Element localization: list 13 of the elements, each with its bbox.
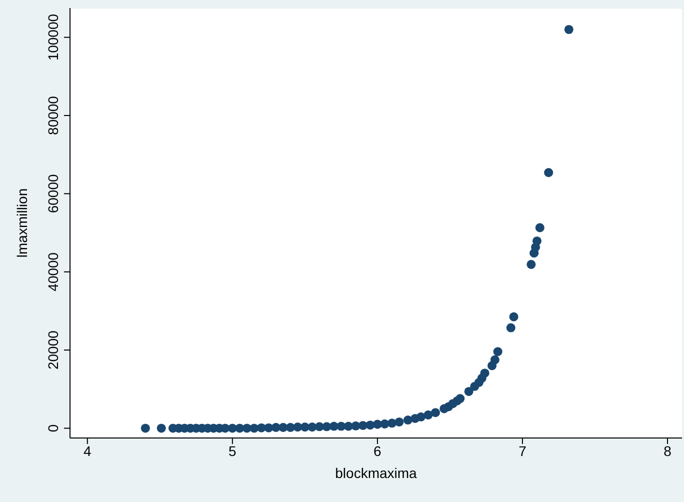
x-tick-label: 4	[84, 442, 92, 459]
y-tick-label: 20000	[45, 330, 61, 370]
y-tick-label: 100000	[45, 14, 61, 61]
y-tick-label: 40000	[45, 252, 61, 292]
y-tick-label: 0	[45, 424, 61, 432]
y-tick-label: 80000	[45, 96, 61, 135]
x-tick-label: 8	[664, 442, 672, 459]
x-tick-label: 6	[374, 442, 382, 459]
y-tick-label: 60000	[45, 174, 61, 214]
x-tick-label: 5	[228, 442, 237, 459]
x-axis-title: blockmaxima	[335, 465, 418, 481]
x-tick-label: 7	[518, 442, 527, 459]
y-axis-title: lmaxmillion	[14, 188, 30, 258]
